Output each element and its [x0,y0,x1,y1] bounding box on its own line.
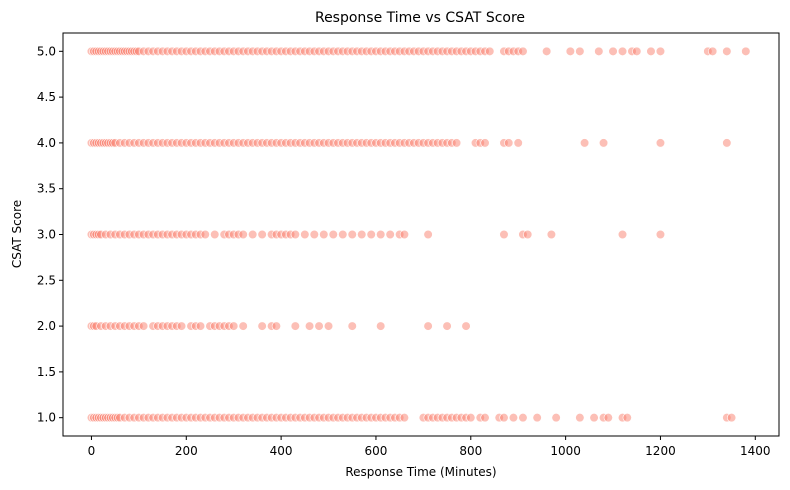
scatter-point [532,413,542,423]
scatter-point [551,413,561,423]
scatter-point [366,229,376,240]
x-tick-label: 800 [459,444,482,458]
scatter-point [399,413,410,423]
scatter-point [655,229,666,240]
scatter-point [238,229,248,240]
scatter-point [579,138,590,148]
scatter-point [617,229,628,240]
scatter-point [238,321,248,331]
scatter-point [451,138,462,148]
scatter-point [338,229,348,240]
scatter-point [323,321,334,331]
scatter-point [655,138,666,148]
scatter-point [304,321,315,331]
y-tick-label: 5.0 [37,44,56,58]
scatter-point [722,46,732,56]
scatter-point [575,413,585,423]
scatter-point [594,46,604,56]
scatter-point [655,46,666,56]
chart-title: Response Time vs CSAT Score [315,10,525,26]
scatter-point [546,229,557,240]
scatter-point [376,321,386,331]
y-tick-label: 4.0 [37,136,56,150]
x-tick-label: 400 [270,444,293,458]
scatter-point [523,229,533,240]
scatter-point [248,229,258,240]
scatter-point [210,229,220,240]
scatter-point [518,413,528,423]
scatter-point [608,46,618,56]
scatter-point [499,229,509,240]
scatter-point [423,321,433,331]
x-axis-ticks: 0 200 400 600 800 1000 1200 1400 [88,436,771,458]
x-tick-label: 1000 [550,444,581,458]
scatter-point [442,321,452,331]
scatter-point [399,229,410,240]
scatter-point [508,413,519,423]
y-tick-label: 2.5 [37,273,56,287]
scatter-point [504,138,514,148]
scatter-point [480,138,490,148]
y-tick-label: 4.5 [37,90,56,104]
scatter-point [319,229,329,240]
x-tick-label: 1400 [740,444,771,458]
scatter-point [347,229,357,240]
scatter-point [726,413,737,423]
x-tick-label: 200 [175,444,198,458]
scatter-point [542,46,552,56]
x-tick-label: 0 [88,444,96,458]
scatter-point [632,46,642,56]
y-tick-label: 2.0 [37,319,56,333]
scatter-point [257,321,267,331]
scatter-point [617,46,628,56]
scatter-point [461,321,471,331]
scatter-point [741,46,751,56]
scatter-point [466,413,476,423]
scatter-point [565,46,575,56]
scatter-point [176,321,187,331]
scatter-point [200,229,210,240]
scatter-point [518,46,528,56]
y-axis-ticks: 1.0 1.5 2.0 2.5 3.0 3.5 4.0 4.5 5.0 [37,44,63,425]
y-tick-label: 3.0 [37,228,56,242]
scatter-point [480,413,490,423]
scatter-point [646,46,656,56]
x-tick-label: 600 [365,444,388,458]
scatter-point [300,229,310,240]
scatter-point [722,138,732,148]
scatter-points [86,46,751,423]
scatter-point [195,321,206,331]
y-tick-label: 3.5 [37,182,56,196]
scatter-point [385,229,395,240]
scatter-point [598,138,609,148]
scatter-point [328,229,338,240]
scatter-point [575,46,585,56]
scatter-point [229,321,239,331]
scatter-point [290,229,300,240]
scatter-point [271,321,281,331]
scatter-point [257,229,267,240]
scatter-point [314,321,324,331]
scatter-point [347,321,357,331]
scatter-point [139,321,149,331]
x-tick-label: 1200 [645,444,676,458]
scatter-point [708,46,718,56]
y-tick-label: 1.5 [37,365,56,379]
y-axis-label: CSAT Score [10,200,24,268]
scatter-point [309,229,319,240]
y-tick-label: 1.0 [37,411,56,425]
scatter-point [513,138,523,148]
scatter-point [485,46,495,56]
scatter-point [622,413,632,423]
x-axis-label: Response Time (Minutes) [345,465,496,479]
scatter-point [589,413,599,423]
scatter-point [603,413,613,423]
scatter-point [357,229,367,240]
scatter-point [499,413,509,423]
scatter-point [376,229,386,240]
scatter-point [423,229,433,240]
scatter-point [290,321,300,331]
